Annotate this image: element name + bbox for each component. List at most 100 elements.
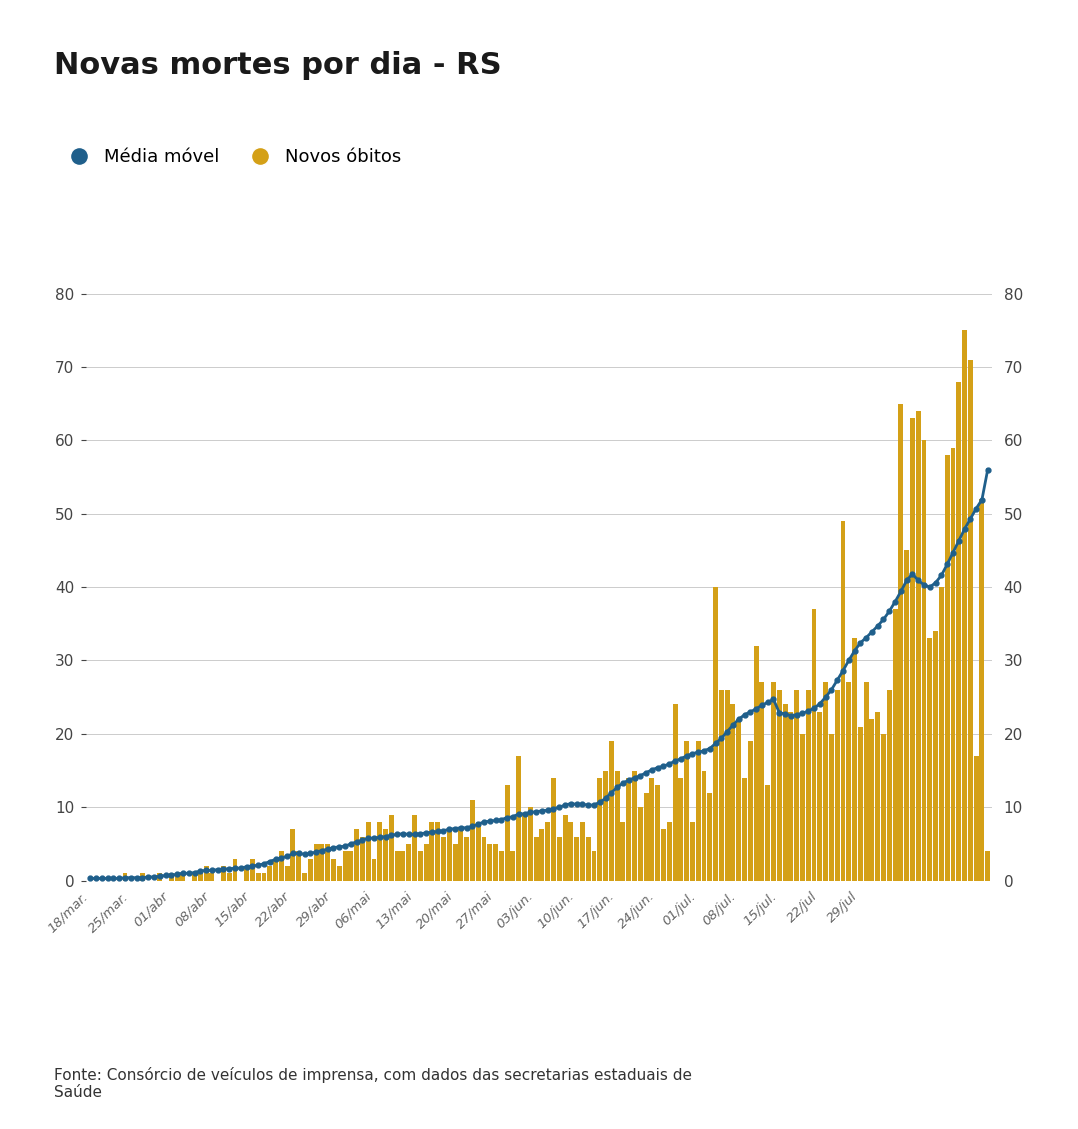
Bar [771,682,776,881]
Bar [690,822,695,881]
Bar [783,704,788,881]
Bar [962,330,967,881]
Bar [695,741,701,881]
Bar [575,837,579,881]
Bar [458,829,464,881]
Bar [748,741,752,881]
Bar [563,815,567,881]
Bar [551,778,556,881]
Text: Novas mortes por dia - RS: Novas mortes por dia - RS [54,51,501,80]
Bar [956,382,962,881]
Bar [516,756,521,881]
Bar [192,874,197,881]
Bar [441,837,446,881]
Bar [673,704,677,881]
Bar [765,786,770,881]
Bar [226,874,232,881]
Bar [262,874,266,881]
Bar [951,447,955,881]
Bar [377,822,383,881]
Bar [626,778,632,881]
Bar [685,741,689,881]
Bar [841,522,845,881]
Bar [714,587,718,881]
Bar [406,844,411,881]
Bar [661,829,666,881]
Bar [493,844,498,881]
Bar [123,874,127,881]
Bar [465,837,469,881]
Bar [534,837,539,881]
Bar [644,793,649,881]
Bar [365,822,371,881]
Bar [985,851,991,881]
Bar [632,770,637,881]
Bar [916,411,921,881]
Bar [939,587,944,881]
Bar [638,807,642,881]
Bar [934,631,938,881]
Bar [140,874,144,881]
Text: Fonte: Consórcio de veículos de imprensa, com dados das secretarias estaduais de: Fonte: Consórcio de veículos de imprensa… [54,1067,692,1101]
Bar [285,866,290,881]
Bar [360,837,364,881]
Bar [545,822,550,881]
Bar [336,866,342,881]
Bar [539,829,544,881]
Bar [418,851,423,881]
Bar [355,829,359,881]
Bar [759,682,764,881]
Bar [204,866,208,881]
Bar [522,815,527,881]
Bar [887,690,892,881]
Bar [475,822,481,881]
Bar [614,770,620,881]
Bar [401,851,405,881]
Bar [505,786,510,881]
Bar [250,858,254,881]
Bar [511,851,515,881]
Bar [180,874,185,881]
Bar [667,822,672,881]
Bar [470,799,475,881]
Bar [296,851,301,881]
Bar [175,874,180,881]
Bar [968,359,972,881]
Bar [267,866,273,881]
Bar [209,874,215,881]
Legend: Média móvel, Novos óbitos: Média móvel, Novos óbitos [54,141,409,174]
Bar [424,844,429,881]
Bar [429,822,434,881]
Bar [893,609,898,881]
Bar [348,851,354,881]
Bar [754,646,759,881]
Bar [824,682,828,881]
Bar [980,499,984,881]
Bar [592,851,596,881]
Bar [898,403,903,881]
Bar [279,851,284,881]
Bar [568,822,573,881]
Bar [314,844,319,881]
Bar [290,829,295,881]
Bar [446,829,452,881]
Bar [863,682,869,881]
Bar [499,851,503,881]
Bar [846,682,852,881]
Bar [244,866,249,881]
Bar [834,690,840,881]
Bar [412,815,417,881]
Bar [870,719,874,881]
Bar [742,778,747,881]
Bar [233,858,237,881]
Bar [585,837,591,881]
Bar [922,440,926,881]
Bar [881,734,886,881]
Bar [812,609,816,881]
Bar [731,704,735,881]
Bar [326,844,330,881]
Bar [597,778,603,881]
Bar [389,815,393,881]
Bar [302,874,307,881]
Bar [395,851,400,881]
